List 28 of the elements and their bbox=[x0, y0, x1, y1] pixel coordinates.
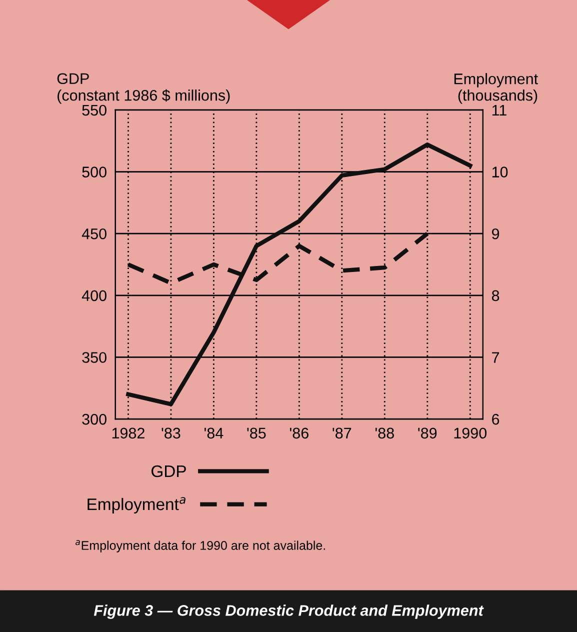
y-axis-title: GDP (constant 1986 $ millions) bbox=[57, 73, 230, 104]
legend-label: Employment$^{a}$ bbox=[88, 497, 186, 514]
y-tick-label: 450 bbox=[82, 228, 106, 240]
text: $^{a}$Employment data for 1990 are not available. bbox=[75, 540, 325, 552]
legend-label: GDP bbox=[152, 465, 186, 478]
x-tick-label: '87 bbox=[332, 428, 352, 439]
y2-tick-label: 9 bbox=[492, 228, 500, 240]
y-tick-label: 400 bbox=[82, 290, 106, 302]
y2-axis-title: Employment (thousands) bbox=[454, 73, 538, 104]
y2-tick-label: 7 bbox=[492, 352, 500, 363]
y-tick-label: 500 bbox=[82, 166, 106, 178]
x-tick-label: '86 bbox=[290, 428, 308, 439]
y-tick-label: 350 bbox=[82, 352, 106, 363]
x-tick-label: '89 bbox=[418, 428, 437, 439]
x-tick-label: '83 bbox=[162, 428, 180, 439]
y2-tick-label: 6 bbox=[492, 414, 500, 425]
y2-tick-label: 8 bbox=[492, 290, 500, 302]
x-tick-label: 1982 bbox=[112, 428, 144, 439]
y-tick-label: 300 bbox=[82, 414, 106, 425]
x-tick-label: '85 bbox=[247, 428, 266, 439]
x-tick-label: 1990 bbox=[454, 428, 487, 439]
y2-tick-label: 10 bbox=[492, 166, 508, 178]
x-tick-label: '84 bbox=[204, 428, 224, 439]
line-series bbox=[126, 142, 472, 406]
x-tick-label: '88 bbox=[375, 428, 394, 439]
y-tick-label: 550 bbox=[82, 104, 106, 116]
y2-tick-label: 11 bbox=[492, 104, 506, 116]
text: Figure 3 — Gross Domestic Product and Employment bbox=[94, 604, 484, 619]
